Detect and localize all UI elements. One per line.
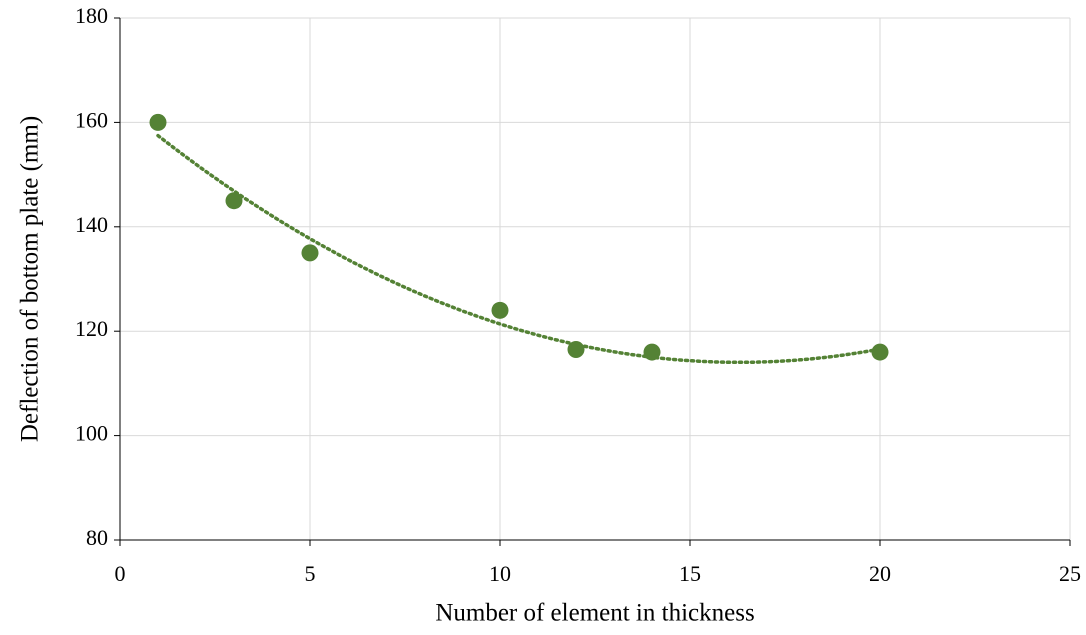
x-tick-label: 25 [1059,561,1081,586]
data-point [225,192,243,210]
y-tick-label: 140 [75,212,108,237]
data-point [643,343,661,361]
y-axis-title: Deflection of bottom plate (mm) [17,116,44,442]
x-tick-label: 5 [305,561,316,586]
data-point [871,343,889,361]
y-tick-label: 120 [75,316,108,341]
y-tick-label: 80 [86,525,108,550]
y-tick-label: 160 [75,107,108,132]
data-point [301,244,319,262]
x-tick-label: 0 [115,561,126,586]
y-tick-label: 100 [75,421,108,446]
data-point [149,113,167,131]
data-point [491,301,509,319]
y-tick-label: 180 [75,3,108,28]
x-tick-label: 10 [489,561,511,586]
trendline [156,133,882,365]
x-tick-label: 15 [679,561,701,586]
x-tick-label: 20 [869,561,891,586]
x-axis-title: Number of element in thickness [435,600,754,627]
data-point [567,340,585,358]
